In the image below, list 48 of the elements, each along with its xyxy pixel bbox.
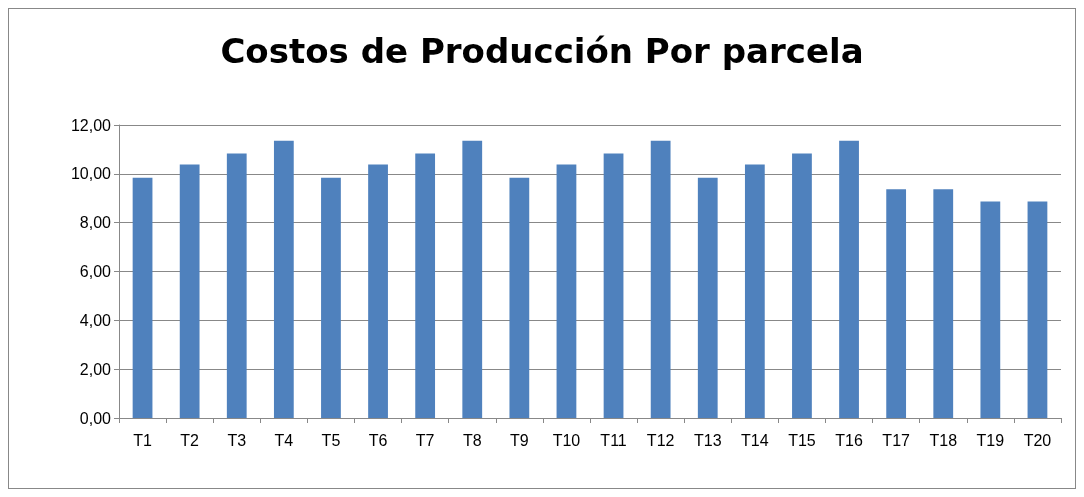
bar (321, 177, 341, 418)
x-tick-label: T17 (882, 431, 911, 449)
bar (132, 177, 153, 418)
x-tick-label: T8 (462, 431, 482, 449)
bar (980, 201, 1001, 418)
x-tick-label: T4 (274, 431, 294, 449)
x-tick-label: T20 (1023, 431, 1052, 449)
bar (556, 164, 577, 418)
y-tick-label: 10,00 (70, 165, 112, 183)
x-tick-label: T16 (835, 431, 863, 449)
y-tick-label: 6,00 (79, 263, 112, 280)
bar (509, 177, 530, 418)
x-tick-label: T7 (415, 431, 435, 449)
bar (792, 153, 812, 418)
x-tick-label: T5 (321, 431, 341, 449)
x-tick-label: T13 (693, 431, 722, 449)
bar (226, 153, 247, 418)
x-tick-label: T12 (646, 431, 675, 449)
bar (603, 153, 624, 418)
x-tick-label: T6 (368, 431, 388, 449)
y-tick-label: 8,00 (79, 214, 112, 232)
x-tick-label: T9 (510, 431, 529, 449)
x-tick-label: T19 (976, 431, 1005, 449)
x-tick-label: T18 (929, 431, 958, 449)
y-tick-label: 4,00 (79, 311, 112, 329)
bar (744, 164, 765, 418)
y-tick-label: 12,00 (70, 116, 112, 134)
x-tick-label: T10 (552, 431, 581, 449)
chart-title: Costos de Producción Por parcela (220, 31, 864, 71)
bar (650, 140, 671, 418)
bar (1027, 201, 1048, 418)
x-tick-label: T3 (227, 431, 247, 449)
x-tick-label: T15 (788, 431, 816, 449)
bar (368, 164, 388, 418)
bar (415, 153, 436, 418)
bar (462, 140, 483, 418)
bar (839, 140, 859, 418)
bar (273, 140, 294, 418)
x-tick-label: T11 (600, 431, 627, 449)
bar (886, 189, 907, 418)
y-tick-label: 2,00 (79, 360, 112, 378)
x-tick-label: T1 (133, 431, 152, 449)
bar (179, 164, 200, 418)
x-tick-label: T14 (741, 431, 769, 449)
y-tick-label: 0,00 (79, 409, 112, 427)
x-tick-label: T2 (180, 431, 200, 449)
bar (697, 177, 718, 418)
bar (933, 189, 954, 418)
